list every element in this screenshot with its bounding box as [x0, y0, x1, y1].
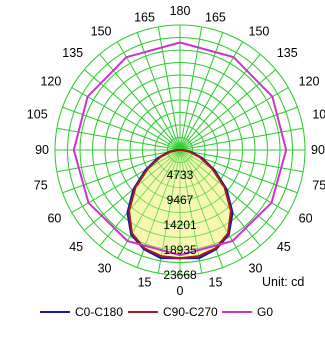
grid-spoke-overlay: [179, 127, 304, 151]
grid-spoke-overlay: [99, 149, 181, 247]
angle-label-r90: 90: [311, 143, 325, 157]
series-lines: [72, 41, 288, 260]
legend-label-c90-c270: C90-C270: [163, 305, 218, 319]
angle-label-r105: 105: [312, 108, 325, 122]
angle-label-l60: 60: [47, 212, 61, 226]
legend-label-g0: G0: [257, 305, 273, 319]
angle-label-r0: 0: [177, 284, 184, 298]
angle-label-r30: 30: [249, 262, 263, 276]
angle-label-l30: 30: [98, 262, 112, 276]
angle-label-l165: 165: [134, 11, 155, 25]
angle-label-l150: 150: [91, 24, 112, 38]
angle-label-l90: 90: [35, 143, 49, 157]
series-line-c90-c270: [128, 149, 232, 260]
grid-spoke-overlay: [179, 149, 277, 231]
angle-labels: 0 15 15 30 30 45 45 60 60 75 75 90 90 105 105 120 120 135…: [27, 4, 325, 298]
angle-label-r165: 165: [205, 11, 226, 25]
angle-label-r120: 120: [299, 75, 320, 89]
series-line-g0: [72, 41, 288, 257]
angle-label-r135: 135: [277, 46, 298, 60]
unit-label: Unit: cd: [262, 275, 304, 289]
angle-label-l75: 75: [34, 178, 48, 192]
grid-spoke-overlay: [179, 41, 243, 151]
ring-label: 18935: [163, 243, 197, 257]
angle-label-l120: 120: [40, 75, 61, 89]
grid-spoke-overlay: [179, 149, 261, 247]
angle-label-l15: 15: [138, 275, 152, 289]
ring-label: 23668: [163, 268, 197, 282]
ring-label: 9467: [167, 193, 194, 207]
grid-spoke-overlay: [179, 87, 289, 151]
ring-label: 14201: [163, 218, 197, 232]
grid-spoke-overlay: [157, 149, 181, 274]
angle-label-l105: 105: [27, 108, 48, 122]
grid-spoke-overlay: [56, 149, 181, 173]
grid-spoke-overlay: [179, 149, 203, 274]
angle-label-r180: 180: [170, 4, 191, 18]
grid-spoke-overlay: [83, 149, 181, 231]
grid-spoke-overlay: [117, 41, 181, 151]
angle-label-l45: 45: [69, 240, 83, 254]
legend: C0-C180 C90-C270 G0: [40, 305, 273, 319]
angle-label-r75: 75: [312, 178, 325, 192]
angle-label-r45: 45: [277, 240, 291, 254]
ring-label: 4733: [167, 168, 194, 182]
grid-spoke-overlay: [56, 127, 181, 151]
grid-spoke-overlay: [179, 149, 289, 213]
angle-label-l135: 135: [62, 46, 83, 60]
grid-spoke-overlay: [71, 87, 181, 151]
ring-labels: 4733 9467 14201 18935 23668: [163, 168, 197, 282]
grid-spoke-overlay: [179, 149, 304, 173]
legend-label-c0-c180: C0-C180: [75, 305, 123, 319]
angle-label-r150: 150: [249, 24, 270, 38]
angle-label-r15: 15: [209, 275, 223, 289]
angle-label-r60: 60: [299, 212, 313, 226]
grid-spoke-overlay: [71, 149, 181, 213]
